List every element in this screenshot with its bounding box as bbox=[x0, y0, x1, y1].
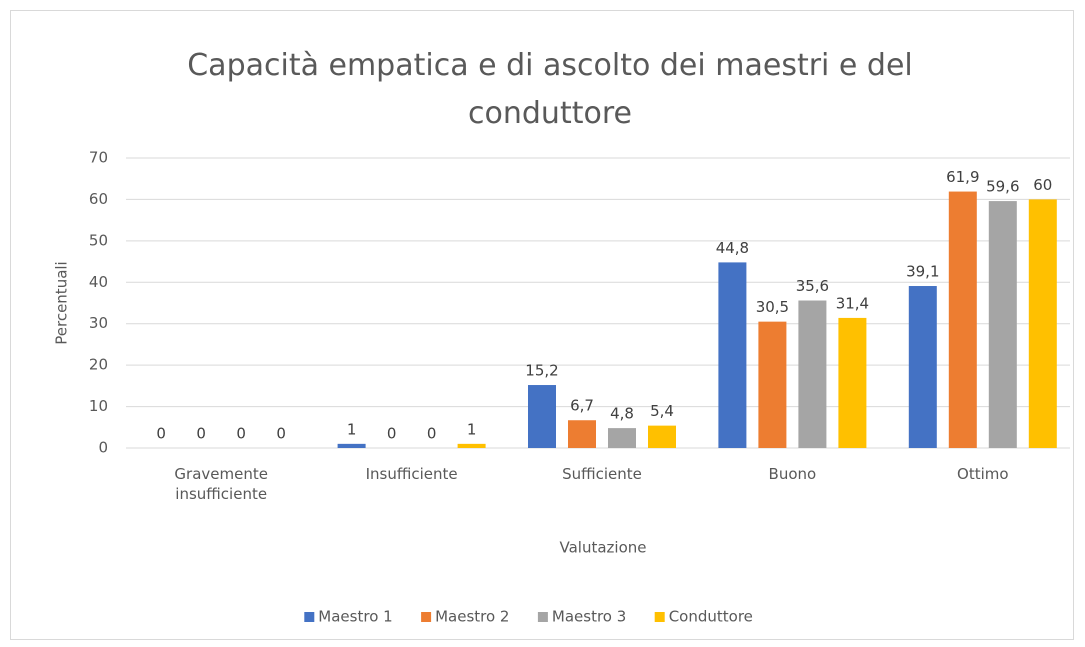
y-tick-label: 60 bbox=[89, 190, 108, 208]
x-tick-label: Gravemente insufficiente bbox=[174, 465, 268, 503]
y-tick-label: 20 bbox=[89, 356, 108, 374]
legend-label: Maestro 3 bbox=[552, 608, 626, 626]
legend-swatch bbox=[537, 612, 548, 622]
bar bbox=[337, 443, 366, 448]
bar bbox=[608, 428, 636, 448]
data-label: 0 bbox=[156, 425, 166, 443]
bar bbox=[988, 201, 1017, 448]
y-tick-label: 70 bbox=[89, 149, 108, 167]
legend-label: Maestro 2 bbox=[435, 608, 509, 626]
legend-swatch bbox=[421, 612, 432, 622]
data-label: 0 bbox=[427, 425, 437, 443]
x-tick-label: Insufficiente bbox=[365, 465, 458, 483]
data-label: 1 bbox=[347, 420, 357, 438]
data-label: 4,8 bbox=[610, 405, 634, 423]
x-axis-title: Valutazione bbox=[560, 539, 647, 557]
data-label: 5,4 bbox=[650, 402, 674, 420]
bar bbox=[758, 321, 787, 448]
data-label: 0 bbox=[276, 425, 286, 443]
y-tick-label: 40 bbox=[89, 273, 108, 291]
bar bbox=[718, 262, 747, 448]
data-label: 0 bbox=[387, 425, 397, 443]
bar bbox=[1028, 199, 1057, 448]
chart-title: Capacità empatica e di ascolto dei maest… bbox=[187, 48, 913, 131]
data-label: 0 bbox=[196, 425, 206, 443]
bar bbox=[528, 385, 556, 448]
chart-border bbox=[10, 10, 1074, 640]
bar bbox=[568, 420, 596, 448]
y-tick-label: 0 bbox=[98, 439, 108, 457]
legend-label: Maestro 1 bbox=[318, 608, 392, 626]
bar bbox=[648, 425, 676, 448]
y-tick-label: 30 bbox=[89, 314, 108, 332]
data-label: 61,9 bbox=[946, 168, 979, 186]
bar bbox=[838, 317, 867, 448]
data-label: 30,5 bbox=[756, 298, 789, 316]
x-tick-label: Sufficiente bbox=[562, 465, 642, 483]
legend-swatch bbox=[654, 612, 665, 622]
data-label: 35,6 bbox=[796, 277, 829, 295]
data-label: 1 bbox=[467, 420, 477, 438]
data-label: 31,4 bbox=[836, 294, 869, 312]
y-tick-label: 50 bbox=[89, 231, 108, 249]
data-label: 6,7 bbox=[570, 397, 594, 415]
legend-label: Conduttore bbox=[669, 608, 753, 626]
data-label: 39,1 bbox=[906, 263, 939, 281]
bar bbox=[798, 300, 827, 448]
x-tick-label: Buono bbox=[768, 465, 817, 483]
data-label: 0 bbox=[236, 425, 246, 443]
legend-swatch bbox=[304, 612, 315, 622]
y-tick-label: 10 bbox=[89, 397, 108, 415]
data-label: 15,2 bbox=[525, 362, 558, 380]
y-axis-title: Percentuali bbox=[53, 261, 71, 344]
data-label: 60 bbox=[1033, 176, 1052, 194]
bar bbox=[457, 443, 486, 448]
bar bbox=[908, 286, 937, 448]
x-tick-label: Ottimo bbox=[957, 465, 1009, 483]
data-label: 59,6 bbox=[986, 178, 1019, 196]
data-label: 44,8 bbox=[716, 239, 749, 257]
bar bbox=[948, 191, 977, 449]
